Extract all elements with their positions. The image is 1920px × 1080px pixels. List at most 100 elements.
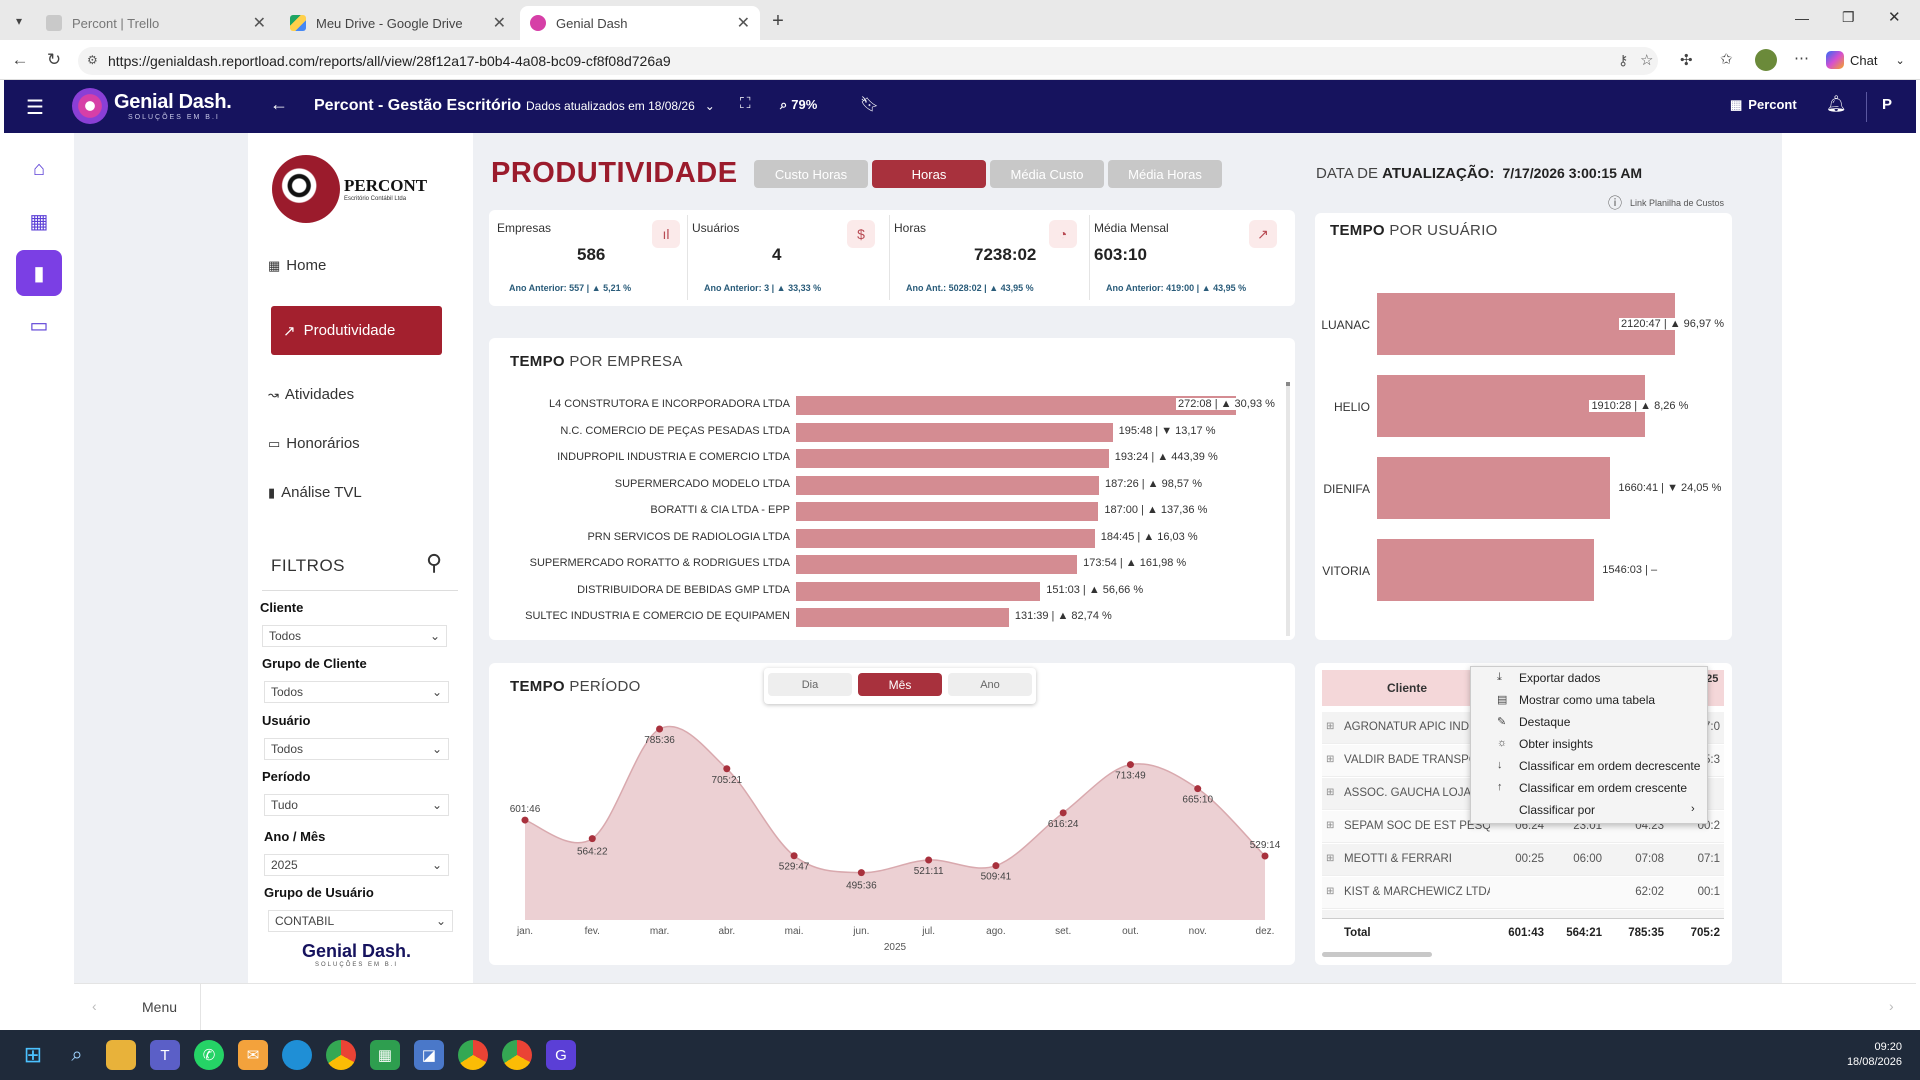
empresa-bar[interactable] — [796, 581, 1041, 601]
user-avatar[interactable]: P — [1882, 96, 1893, 113]
data-point[interactable] — [1261, 852, 1269, 860]
table-row[interactable]: ⊞ MEOTTI & FERRARI 00:25 06:00 07:08 07:1 — [1322, 844, 1724, 876]
nav-honorarios[interactable]: ▭ Honorários — [268, 435, 360, 452]
edge-icon[interactable] — [282, 1040, 312, 1070]
back-arrow-icon[interactable]: ← — [11, 50, 29, 69]
data-point[interactable] — [1126, 761, 1134, 769]
updated-dropdown[interactable]: Dados atualizados em 18/08/26 ⌄ — [526, 99, 715, 113]
key-icon[interactable]: ⚷ — [1618, 52, 1629, 68]
filter-periodo-select[interactable]: Tudo ⌄ — [264, 794, 449, 816]
whatsapp-icon[interactable]: ✆ — [194, 1040, 224, 1070]
segment-custo-horas[interactable]: Custo Horas — [754, 160, 868, 188]
nav-produtividade[interactable]: ↗ Produtividade — [271, 306, 442, 355]
hamburger-icon[interactable]: ☰ — [26, 97, 44, 119]
windows-start-icon[interactable]: ⊞ — [23, 1042, 43, 1067]
empresa-bar[interactable] — [796, 396, 1236, 415]
company-switch[interactable]: ▦ Percont — [1730, 97, 1797, 112]
context-menu-item[interactable]: ☼ Obter insights — [1497, 737, 1594, 751]
context-menu-item[interactable]: ↑ Classificar em ordem crescente — [1497, 781, 1688, 795]
data-point[interactable] — [656, 725, 664, 733]
url-field[interactable]: ⚙ https://genialdash.reportload.com/repo… — [78, 47, 1658, 75]
nav-analise-tvl[interactable]: ▮ Análise TVL — [268, 484, 362, 501]
usuario-bar[interactable] — [1377, 457, 1611, 519]
new-tab-button[interactable]: + — [772, 9, 784, 32]
calculator-icon[interactable]: ▦ — [370, 1040, 400, 1070]
star-icon[interactable]: ☆ — [1640, 52, 1654, 69]
filter-grupo-usuario-select[interactable]: CONTABIL ⌄ — [268, 910, 453, 932]
file-explorer-icon[interactable] — [106, 1040, 136, 1070]
home-icon[interactable]: ⌂ — [32, 157, 46, 180]
data-point[interactable] — [857, 869, 865, 877]
toggle-ano[interactable]: Ano — [948, 673, 1032, 696]
restore-icon[interactable]: ❐ — [1842, 9, 1855, 25]
clear-filters-icon[interactable]: ⚲ — [426, 550, 443, 575]
tab-trello[interactable]: Percont | Trello ✕ — [36, 6, 276, 40]
empresa-bar[interactable] — [796, 528, 1095, 548]
chevron-left-icon[interactable]: ‹ — [92, 998, 97, 1014]
nav-home[interactable]: ▦ Home — [268, 257, 327, 274]
tab-genial-dash[interactable]: Genial Dash ✕ — [520, 6, 760, 40]
chrome-profile-icon[interactable] — [458, 1040, 488, 1070]
segment-horas[interactable]: Horas — [872, 160, 986, 188]
close-icon[interactable]: ✕ — [736, 15, 750, 32]
empresa-scrollbar[interactable] — [1286, 382, 1290, 636]
chevron-right-icon[interactable]: › — [1889, 998, 1894, 1014]
context-menu-item[interactable]: ✎ Destaque — [1497, 715, 1571, 729]
empresa-bar[interactable] — [796, 422, 1113, 442]
segment-media-custo[interactable]: Média Custo — [990, 160, 1104, 188]
minimize-icon[interactable]: — — [1795, 10, 1809, 26]
extensions-icon[interactable]: ✣ — [1680, 52, 1693, 69]
empresa-bar[interactable] — [796, 502, 1099, 521]
reload-icon[interactable]: ↻ — [46, 50, 62, 69]
table-scrollbar[interactable] — [1322, 952, 1432, 957]
expand-icon[interactable]: ⊞ — [1326, 721, 1335, 732]
toggle-mes[interactable]: Mês — [858, 673, 942, 696]
zoom-control[interactable]: ⌕ 79% — [780, 97, 818, 112]
data-point[interactable] — [723, 765, 731, 773]
profile-avatar[interactable] — [1755, 49, 1777, 71]
more-icon[interactable]: ⋯ — [1794, 50, 1809, 67]
filter-grupo-cliente-select[interactable]: Todos ⌄ — [264, 681, 449, 703]
data-point[interactable] — [925, 856, 933, 864]
favorites-icon[interactable]: ✩ — [1720, 51, 1733, 68]
expand-icon[interactable]: ⊞ — [1326, 820, 1335, 831]
bookmark-icon[interactable]: 🔖︎ — [860, 96, 880, 113]
tab-list-icon[interactable]: ▾ — [15, 14, 23, 28]
data-point[interactable] — [790, 852, 798, 860]
filter-usuario-select[interactable]: Todos ⌄ — [264, 738, 449, 760]
menu-button[interactable]: Menu — [142, 999, 178, 1015]
expand-icon[interactable]: ⊞ — [1326, 754, 1335, 765]
filter-cliente-select[interactable]: Todos ⌄ — [262, 625, 447, 647]
bell-icon[interactable]: 🔔︎ — [1826, 96, 1847, 113]
chat-button[interactable]: Chat ⌄ — [1826, 48, 1905, 72]
app-icon[interactable]: ◪ — [414, 1040, 444, 1070]
expand-icon[interactable]: ⊞ — [1326, 787, 1335, 798]
back-arrow-icon[interactable]: ← — [270, 94, 288, 114]
tab-google-drive[interactable]: Meu Drive - Google Drive ✕ — [280, 6, 516, 40]
chrome-profile-2-icon[interactable] — [502, 1040, 532, 1070]
usuario-bar[interactable] — [1377, 539, 1595, 601]
context-menu-item[interactable]: ⤓ Exportar dados — [1497, 671, 1601, 685]
close-icon[interactable]: ✕ — [252, 15, 266, 32]
context-menu-item[interactable]: Classificar por › — [1519, 803, 1695, 817]
context-menu-item[interactable]: ↓ Classificar em ordem decrescente — [1497, 759, 1701, 773]
spreadsheet-link[interactable]: ⓘ Link Planilha de Custos — [1608, 195, 1725, 211]
data-point[interactable] — [521, 816, 529, 824]
chrome-icon[interactable] — [326, 1040, 356, 1070]
site-info-icon[interactable]: ⚙ — [87, 53, 98, 67]
messages-icon[interactable]: ✉ — [238, 1040, 268, 1070]
close-icon[interactable]: ✕ — [492, 15, 506, 32]
data-point[interactable] — [1194, 785, 1202, 793]
fit-page-icon[interactable]: ⛶ — [740, 95, 751, 112]
column-header[interactable]: Cliente — [1386, 681, 1427, 695]
empresa-bar[interactable] — [796, 555, 1078, 574]
context-menu-item[interactable]: ▤ Mostrar como uma tabela — [1497, 693, 1656, 707]
nav-atividades[interactable]: ↝ Atividades — [268, 386, 355, 403]
table-row[interactable]: ⊞ KIST & MARCHEWICZ LTDA 62:02 00:1 — [1322, 877, 1724, 909]
data-point[interactable] — [992, 862, 1000, 870]
expand-icon[interactable]: ⊞ — [1326, 853, 1335, 864]
data-point[interactable] — [588, 835, 596, 843]
genial-app-icon[interactable]: G — [546, 1040, 576, 1070]
close-window-icon[interactable]: ✕ — [1888, 9, 1901, 26]
empresa-bar[interactable] — [796, 449, 1109, 468]
